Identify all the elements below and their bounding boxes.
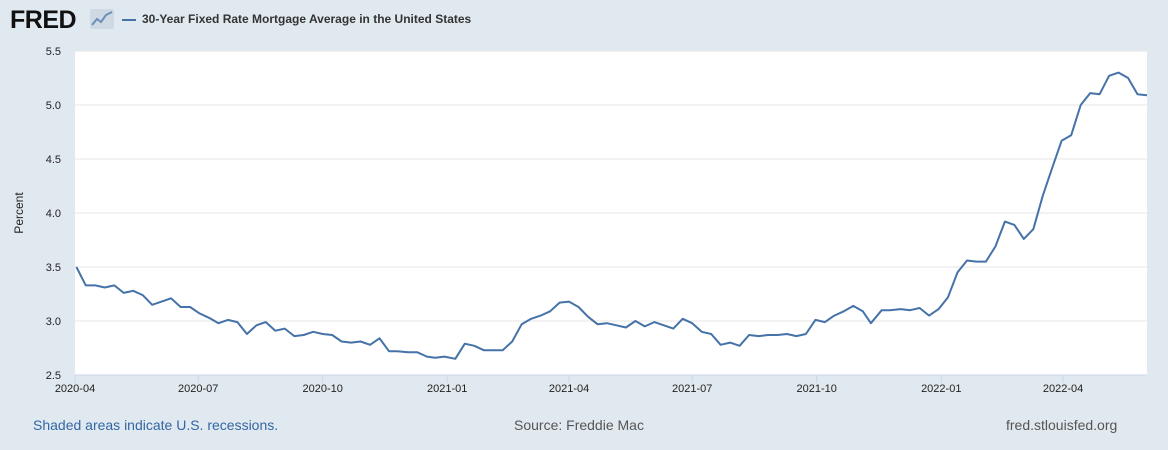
y-tick-label: 2.5 (46, 370, 61, 382)
recession-note-link[interactable]: Shaded areas indicate U.S. recessions. (33, 417, 279, 433)
x-tick-label: 2021-01 (427, 383, 467, 395)
x-tick-label: 2020-04 (55, 383, 95, 395)
y-tick-label: 4.5 (46, 154, 61, 166)
y-tick-label: 5.0 (46, 100, 61, 112)
y-tick-label: 3.0 (46, 316, 61, 328)
chart-area[interactable]: 2.5 3.0 3.5 4.0 4.5 5.0 5.5 2020-04 2020-07 2020-… (0, 0, 1168, 410)
site-url: fred.stlouisfed.org (1006, 417, 1118, 433)
x-tick-label: 2021-07 (672, 383, 712, 395)
x-tick-label: 2022-04 (1043, 383, 1083, 395)
source-label: Source: Freddie Mac (514, 417, 644, 433)
chart-header: FRED 30-Year Fixed Rate Mortgage Average… (0, 0, 1168, 40)
y-tick-label: 4.0 (46, 208, 61, 220)
x-tick-label: 2020-07 (178, 383, 218, 395)
legend-series-label: 30-Year Fixed Rate Mortgage Average in t… (142, 12, 472, 26)
x-tick-label: 2021-04 (549, 383, 589, 395)
y-tick-label: 3.5 (46, 262, 61, 274)
x-tick-label: 2021-10 (797, 383, 837, 395)
series-line (75, 71, 1148, 360)
y-axis-label: Percent (12, 192, 26, 234)
x-tick-label: 2020-10 (303, 383, 343, 395)
legend-series-swatch (122, 19, 136, 21)
y-tick-label: 5.5 (46, 46, 61, 58)
x-tick-label: 2022-01 (921, 383, 961, 395)
fred-graph-icon (90, 9, 114, 29)
fred-logo[interactable]: FRED (10, 6, 77, 34)
